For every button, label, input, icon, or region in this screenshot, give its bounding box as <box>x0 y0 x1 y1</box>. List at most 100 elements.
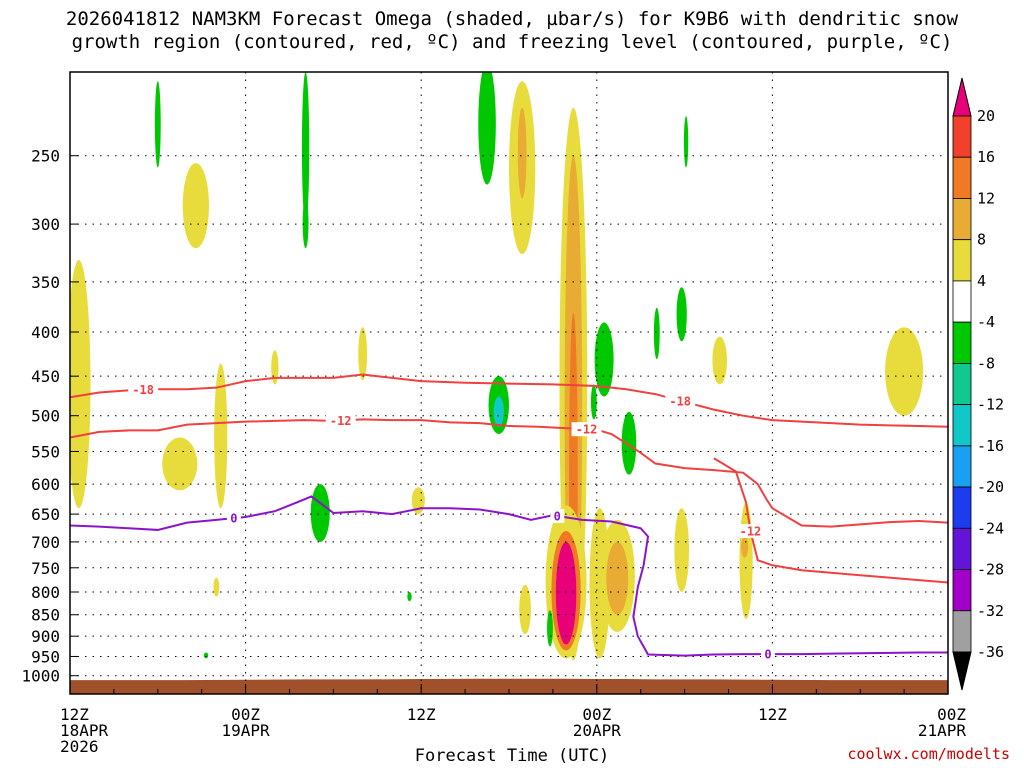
omega-cell <box>517 107 527 199</box>
omega-cell <box>621 411 637 475</box>
colorbar-swatch <box>952 527 972 570</box>
omega-cell <box>676 287 687 342</box>
x-tick-label: 19APR <box>222 721 271 740</box>
colorbar-label: -28 <box>977 561 1004 579</box>
y-tick-label: 400 <box>31 323 60 342</box>
omega-cell <box>70 259 91 509</box>
colorbar-swatch <box>952 486 972 529</box>
dendritic-contour-label: -12 <box>576 423 598 437</box>
colorbar-label: 16 <box>977 148 995 166</box>
dendritic-contour-label-bg <box>571 422 602 437</box>
colorbar-label: -36 <box>977 643 1004 661</box>
omega-cell <box>154 81 161 168</box>
y-tick-label: 300 <box>31 215 60 234</box>
x-tick-label: 00Z <box>582 705 611 724</box>
colorbar: 20 16 12 8 4 -4 -8 -12 -16 -20 -24 -28 -32 -36 <box>952 77 1004 691</box>
dendritic-contour-label: -12 <box>740 525 762 539</box>
y-tick-label: 950 <box>31 647 60 666</box>
omega-cell <box>302 198 309 249</box>
colorbar-label: 8 <box>977 231 986 249</box>
x-tick-label: 18APR <box>60 721 109 740</box>
freezing-contour-label-bg <box>226 511 241 526</box>
colorbar-label: -24 <box>977 519 1004 537</box>
dendritic-contour-label: -12 <box>330 414 352 428</box>
colorbar-label: -20 <box>977 478 1004 496</box>
y-tick-label: 750 <box>31 559 60 578</box>
omega-cell <box>653 307 660 360</box>
y-tick-label: 600 <box>31 475 60 494</box>
y-tick-label: 350 <box>31 273 60 292</box>
omega-cell <box>214 363 228 509</box>
colorbar-swatch <box>952 115 972 158</box>
freezing-contour-label-bg <box>550 508 565 523</box>
omega-cell <box>271 350 279 385</box>
dendritic-contour-line <box>713 457 948 584</box>
dendritic-contour-line <box>70 373 948 428</box>
dendritic-contour-line <box>70 418 948 528</box>
omega-cell <box>683 116 689 168</box>
omega-cell <box>739 502 753 620</box>
omega-cell <box>712 336 728 385</box>
colorbar-label: -16 <box>977 437 1004 455</box>
omega-cell <box>310 484 330 542</box>
colorbar-label: 20 <box>977 107 995 125</box>
y-tick-label: 550 <box>31 442 60 461</box>
omega-cell <box>740 536 749 558</box>
omega-cell <box>301 72 310 225</box>
y-axis-ticks: 250 300 350 400 450 500 550 600 650 700 750 800 850 9… <box>21 147 78 686</box>
omega-cell <box>547 610 553 647</box>
colorbar-swatch <box>952 321 972 364</box>
colorbar-bottom-arrow <box>952 651 972 691</box>
x-tick-label: 12Z <box>758 705 787 724</box>
colorbar-swatch <box>952 610 972 653</box>
contour-lines: -18 -18 -12 -12 -12 0 0 0 <box>70 373 948 662</box>
omega-shading <box>70 72 924 661</box>
omega-cell <box>606 541 629 615</box>
omega-cell <box>182 163 210 249</box>
y-tick-label: 250 <box>31 147 60 166</box>
site-credit: coolwx.com/modelts <box>847 745 1010 763</box>
y-tick-label: 800 <box>31 583 60 602</box>
x-tick-label: 00Z <box>937 705 966 724</box>
dendritic-contour-label-bg <box>665 393 696 408</box>
y-tick-label: 650 <box>31 505 60 524</box>
colorbar-swatch <box>952 569 972 612</box>
chart-title-line2: growth region (contoured, red, ºC) and f… <box>71 31 953 53</box>
freezing-contour-line <box>70 495 948 657</box>
omega-cell <box>519 584 531 635</box>
omega-cell <box>407 591 412 602</box>
y-tick-label: 850 <box>31 606 60 625</box>
y-tick-label: 700 <box>31 533 60 552</box>
dendritic-contour-label-bg <box>128 382 159 397</box>
x-axis-label: Forecast Time (UTC) <box>414 746 610 766</box>
omega-cell <box>478 72 496 185</box>
y-tick-label: 900 <box>31 627 60 646</box>
colorbar-swatch <box>952 198 972 241</box>
colorbar-top-arrow <box>952 77 972 117</box>
colorbar-label: -12 <box>977 396 1004 414</box>
y-tick-label: 1000 <box>21 667 60 686</box>
colorbar-swatch <box>952 156 972 199</box>
dendritic-contour-label: -18 <box>669 394 691 408</box>
colorbar-swatch <box>952 404 972 447</box>
colorbar-label: -4 <box>977 313 995 331</box>
x-tick-label: 20APR <box>573 721 622 740</box>
omega-cell <box>674 508 689 592</box>
colorbar-swatch <box>952 239 972 282</box>
colorbar-swatch <box>952 280 972 323</box>
dendritic-contour-label-bg <box>325 413 356 428</box>
colorbar-label: -8 <box>977 354 995 372</box>
omega-cell <box>213 577 220 597</box>
freezing-contour-label: 0 <box>230 512 237 526</box>
omega-cell <box>555 541 577 645</box>
x-tick-label: 12Z <box>60 705 89 724</box>
freezing-contour-label: 0 <box>764 648 771 662</box>
y-tick-label: 500 <box>31 407 60 426</box>
dendritic-contour-label-bg <box>735 524 766 539</box>
omega-cell <box>162 437 198 491</box>
dendritic-contour-label: -18 <box>132 383 154 397</box>
x-tick-label: 00Z <box>231 705 260 724</box>
omega-cell <box>590 384 597 420</box>
